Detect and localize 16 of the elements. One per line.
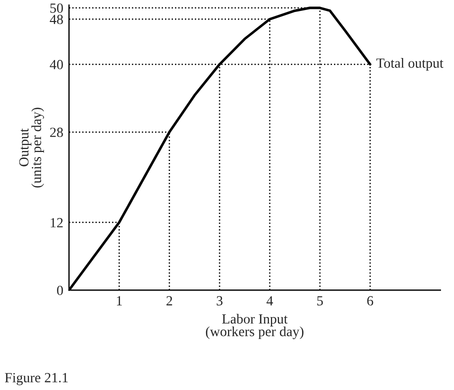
x-tick-label: 2 [166,296,172,306]
series-label: Total output [376,58,444,71]
y-tick-label: 48 [50,14,63,24]
caption: Figure 21.1 [4,373,68,386]
y-tick-label: 40 [50,60,63,70]
x-tick-label: 1 [116,296,122,306]
y-tick-label: 28 [50,128,63,138]
x-tick-label: 6 [367,296,374,306]
y-axis-title: Output (units per day) [19,108,44,188]
x-tick-label: 3 [216,296,222,306]
x-tick-label: 4 [266,296,274,306]
x-axis-title: Labor Input (workers per day) [206,314,304,340]
y-tick-label: 0 [57,286,63,296]
x-tick-label: 5 [317,296,323,306]
y-tick-label: 50 [50,3,63,13]
y-tick-label: 12 [50,218,63,228]
